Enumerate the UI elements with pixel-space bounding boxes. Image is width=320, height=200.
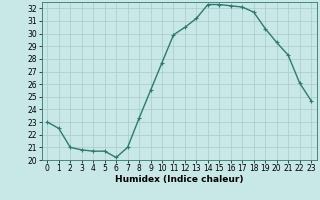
X-axis label: Humidex (Indice chaleur): Humidex (Indice chaleur) [115,175,244,184]
